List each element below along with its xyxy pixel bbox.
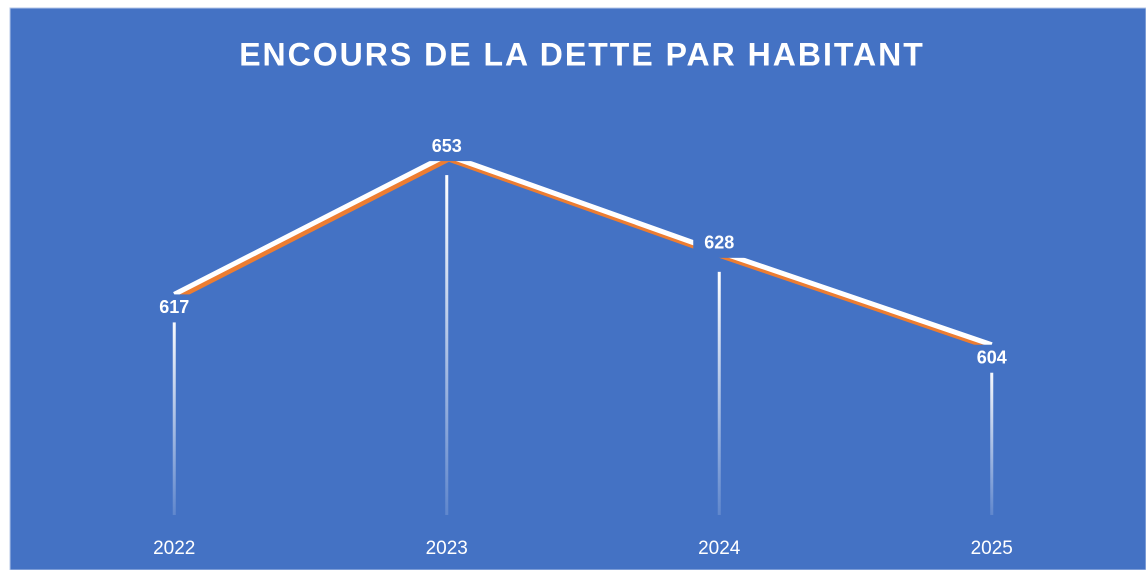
chart-title: ENCOURS DE LA DETTE PAR HABITANT: [239, 36, 925, 72]
drop-line: [717, 271, 721, 515]
data-label: 653: [432, 136, 462, 156]
label-background: [693, 229, 746, 258]
x-tick-label: 2024: [698, 538, 741, 559]
x-tick-label: 2025: [971, 538, 1013, 559]
data-label: 617: [159, 297, 189, 317]
drop-line: [445, 175, 449, 515]
x-tick-label: 2022: [153, 538, 195, 559]
label-background: [965, 344, 1018, 373]
x-tick-label: 2023: [426, 538, 468, 559]
label-background: [148, 294, 201, 323]
line: [173, 152, 993, 348]
drop-line: [990, 364, 994, 515]
data-label: 604: [977, 347, 1007, 367]
line-shadow: [175, 156, 995, 352]
label-background: [420, 133, 473, 162]
drop-line: [172, 314, 176, 515]
data-label: 628: [704, 233, 734, 253]
